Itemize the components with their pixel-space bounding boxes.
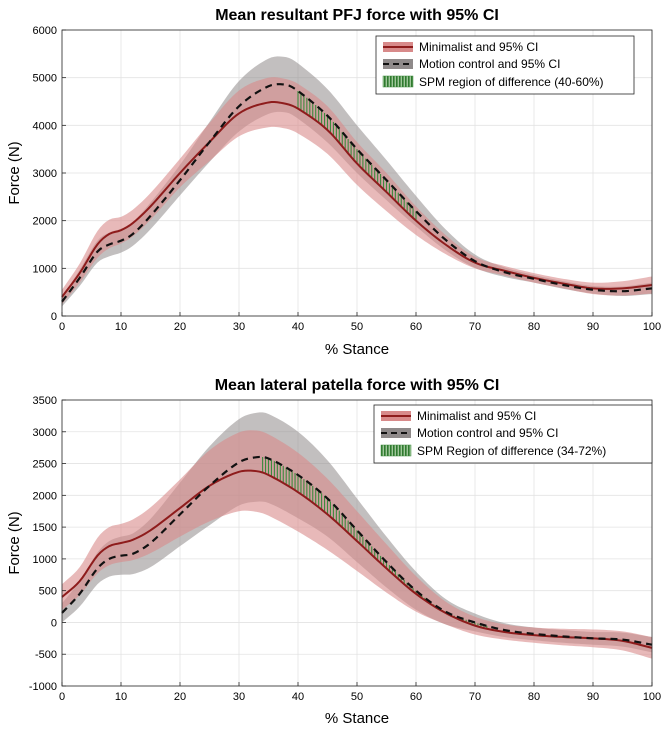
- chart-1-x-tick-label: 70: [469, 321, 481, 333]
- chart-2-x-tick-label: 80: [528, 691, 540, 703]
- chart-1-y-tick-label: 4000: [33, 120, 57, 132]
- chart-1-legend-spm-swatch: [382, 75, 414, 88]
- chart-1-legend-spm-label: SPM region of difference (40-60%): [419, 75, 604, 89]
- chart-2-x-tick-label: 10: [115, 691, 127, 703]
- chart-2-x-tick-label: 60: [410, 691, 422, 703]
- chart-2-legend-spm-label: SPM Region of difference (34-72%): [417, 444, 606, 458]
- chart-1-motion-control-mean-line: [61, 83, 653, 303]
- chart-2-y-tick-label: 2000: [33, 490, 57, 502]
- chart-2-x-tick-label: 100: [643, 691, 661, 703]
- chart-1-series-lines: [61, 83, 653, 303]
- chart-1-minimalist-mean-line: [61, 101, 653, 298]
- chart-2-y-ticks: -1000 -500 0 500 1000 1500 2000 2500 3000 3500: [29, 395, 66, 693]
- chart-1-y-tick-label: 3000: [33, 168, 57, 180]
- chart-1-spm-region: [297, 91, 417, 221]
- chart-2-y-tick-label: -1000: [29, 681, 57, 693]
- chart-2-y-axis-label: Force (N): [6, 511, 23, 574]
- chart-1-x-tick-label: 40: [292, 321, 304, 333]
- chart-2-legend-box: [373, 404, 653, 464]
- chart-2-y-tick-label: 2500: [33, 459, 57, 471]
- chart-2-legend-spm-swatch: [380, 444, 412, 457]
- chart-2: 0 10 20 30 40 50 60 70 80 90 100 -1000 -500 0 500 1000…: [6, 377, 661, 727]
- chart-1-y-axis-label: Force (N): [6, 141, 23, 204]
- chart-2-title: Mean lateral patella force with 95% CI: [215, 377, 500, 394]
- chart-2-y-tick-label: 1000: [33, 554, 57, 566]
- chart-1-y-tick-label: 5000: [33, 73, 57, 85]
- chart-1-y-tick-label: 1000: [33, 263, 57, 275]
- chart-2-x-tick-label: 70: [469, 691, 481, 703]
- chart-1-x-tick-label: 30: [233, 321, 245, 333]
- chart-2-x-axis-label: % Stance: [325, 710, 389, 727]
- chart-1-legend-motion-label: Motion control and 95% CI: [419, 57, 560, 71]
- chart-1-x-tick-label: 50: [351, 321, 363, 333]
- chart-2-x-ticks: 0 10 20 30 40 50 60 70 80 90 100: [59, 682, 661, 703]
- chart-2-motion-control-mean-line: [61, 455, 653, 646]
- chart-1-legend-minimalist-label: Minimalist and 95% CI: [419, 40, 538, 54]
- chart-2-y-tick-label: 0: [51, 617, 57, 629]
- chart-1-legend-box: [375, 35, 635, 95]
- chart-2-x-tick-label: 20: [174, 691, 186, 703]
- chart-2-minimalist-ci-band: [62, 430, 652, 659]
- chart-1-y-tick-label: 2000: [33, 216, 57, 228]
- chart-2-y-tick-label: 500: [39, 586, 57, 598]
- chart-1-y-ticks: 0 1000 2000 3000 4000 5000 6000: [33, 25, 66, 323]
- chart-1-y-tick-label: 0: [51, 311, 57, 323]
- chart-2-legend-minimalist-label: Minimalist and 95% CI: [417, 409, 536, 423]
- chart-1-x-tick-label: 0: [59, 321, 65, 333]
- chart-1: 0 10 20 30 40 50 60 70 80 90 100 0 1000 2000 3000 4000…: [6, 7, 661, 358]
- chart-1-title: Mean resultant PFJ force with 95% CI: [215, 7, 499, 24]
- chart-2-legend-motion-label: Motion control and 95% CI: [417, 426, 558, 440]
- chart-1-x-tick-label: 60: [410, 321, 422, 333]
- chart-2-x-tick-label: 90: [587, 691, 599, 703]
- chart-2-legend: Minimalist and 95% CI Motion control and…: [373, 404, 653, 464]
- chart-2-x-tick-label: 0: [59, 691, 65, 703]
- chart-2-x-tick-label: 50: [351, 691, 363, 703]
- chart-2-y-tick-label: 1500: [33, 522, 57, 534]
- chart-1-x-axis-label: % Stance: [325, 341, 389, 358]
- chart-1-legend: Minimalist and 95% CI Motion control and…: [375, 35, 635, 95]
- chart-2-x-tick-label: 40: [292, 691, 304, 703]
- chart-1-minimalist-ci-band: [62, 77, 652, 305]
- chart-2-y-tick-label: 3500: [33, 395, 57, 407]
- chart-1-x-ticks: 0 10 20 30 40 50 60 70 80 90 100: [59, 312, 661, 333]
- chart-2-x-tick-label: 30: [233, 691, 245, 703]
- chart-2-y-tick-label: 3000: [33, 427, 57, 439]
- chart-1-x-tick-label: 10: [115, 321, 127, 333]
- chart-1-x-tick-label: 100: [643, 321, 661, 333]
- chart-2-series-lines: [61, 455, 653, 649]
- chart-1-x-tick-label: 90: [587, 321, 599, 333]
- chart-1-y-tick-label: 6000: [33, 25, 57, 37]
- chart-1-x-tick-label: 80: [528, 321, 540, 333]
- chart-2-y-tick-label: -500: [35, 649, 57, 661]
- chart-1-x-tick-label: 20: [174, 321, 186, 333]
